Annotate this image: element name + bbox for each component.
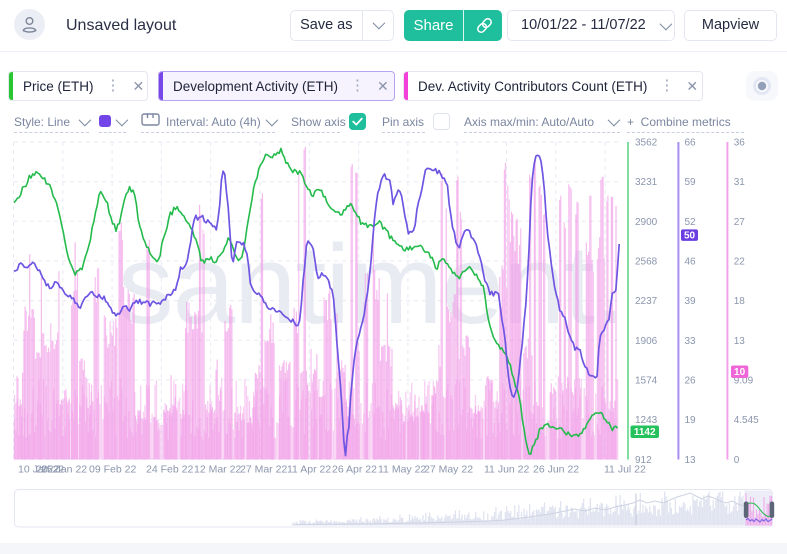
svg-text:12 Mar 22: 12 Mar 22 — [194, 464, 241, 476]
svg-text:10 Jan 22: 10 Jan 22 — [18, 464, 64, 476]
svg-text:2022: 2022 — [36, 464, 60, 476]
svg-text:36: 36 — [734, 138, 746, 149]
svg-text:27: 27 — [734, 217, 746, 228]
svg-text:11 Apr 22: 11 Apr 22 — [287, 464, 331, 476]
svg-text:2900: 2900 — [635, 217, 658, 228]
svg-text:10: 10 — [734, 367, 746, 378]
svg-text:3231: 3231 — [635, 177, 658, 188]
svg-text:13: 13 — [734, 336, 746, 347]
svg-text:912: 912 — [635, 455, 652, 466]
svg-text:46: 46 — [685, 257, 697, 268]
svg-text:11 May 22: 11 May 22 — [378, 464, 426, 476]
svg-text:18: 18 — [734, 296, 746, 307]
svg-text:26: 26 — [685, 376, 697, 387]
svg-text:31: 31 — [734, 177, 746, 188]
svg-text:4.545: 4.545 — [734, 415, 759, 426]
svg-text:33: 33 — [685, 336, 697, 347]
svg-text:1243: 1243 — [635, 415, 658, 426]
svg-text:11 Jul 22: 11 Jul 22 — [604, 464, 646, 476]
svg-text:2568: 2568 — [635, 257, 658, 268]
svg-text:0: 0 — [734, 455, 740, 466]
svg-text:11 Jun 22: 11 Jun 22 — [484, 464, 530, 476]
svg-text:3562: 3562 — [635, 138, 658, 149]
svg-text:2237: 2237 — [635, 296, 658, 307]
svg-text:26 Jun 22: 26 Jun 22 — [533, 464, 579, 476]
svg-text:1142: 1142 — [634, 427, 656, 438]
svg-text:50: 50 — [684, 230, 696, 241]
svg-text:09 Feb 22: 09 Feb 22 — [89, 464, 136, 476]
svg-text:26 Apr 22: 26 Apr 22 — [332, 464, 377, 476]
svg-text:27 Mar 22: 27 Mar 22 — [240, 464, 287, 476]
svg-text:27 May 22: 27 May 22 — [424, 464, 473, 476]
svg-text:39: 39 — [685, 296, 697, 307]
svg-text:9.09: 9.09 — [734, 376, 754, 387]
svg-text:25 Jan 22: 25 Jan 22 — [41, 464, 87, 476]
svg-text:66: 66 — [685, 138, 697, 149]
svg-text:22: 22 — [734, 257, 746, 268]
svg-text:1574: 1574 — [635, 376, 658, 387]
svg-text:24 Feb 22: 24 Feb 22 — [146, 464, 193, 476]
svg-text:13: 13 — [685, 455, 697, 466]
svg-text:19: 19 — [685, 415, 697, 426]
svg-text:52: 52 — [685, 217, 697, 228]
svg-text:1906: 1906 — [635, 336, 658, 347]
svg-text:59: 59 — [685, 177, 697, 188]
